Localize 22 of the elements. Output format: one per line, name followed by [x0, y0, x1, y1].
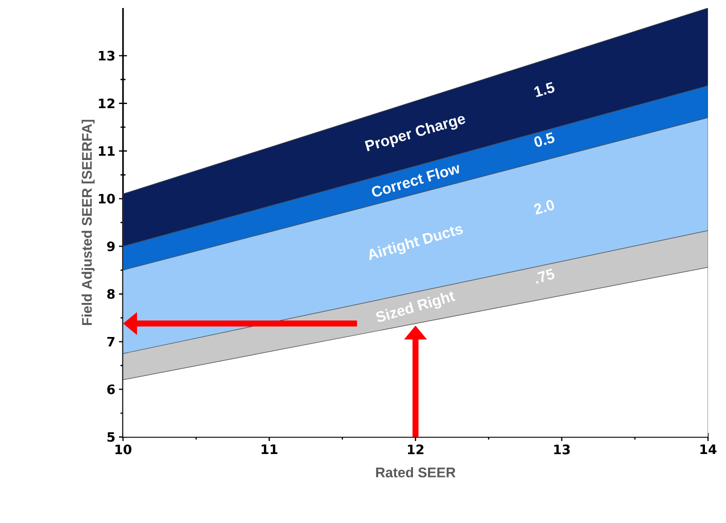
- annotation: 0.5: [534, 132, 554, 147]
- y-tick-label: 10: [98, 194, 115, 204]
- annotation: 1.5: [534, 82, 554, 98]
- y-axis-title: Field Adjusted SEER [SEERFA]: [82, 120, 95, 326]
- x-tick-label: 10: [115, 444, 132, 454]
- y-tick-label: 7: [107, 336, 114, 346]
- series-label: Correct Flow: [372, 164, 459, 197]
- y-tick-label: 9: [107, 241, 115, 252]
- x-tick-label: 11: [262, 444, 278, 454]
- x-axis-title: Rated SEER: [376, 467, 456, 478]
- series-label: Proper Charge: [364, 116, 466, 152]
- series-label: Airtight Ducts: [369, 226, 463, 260]
- x-tick-label: 14: [700, 444, 716, 454]
- y-tick-label: 13: [98, 50, 114, 61]
- y-tick-label: 6: [107, 384, 115, 394]
- y-tick-label: 12: [98, 98, 114, 108]
- x-tick-label: 12: [408, 444, 424, 454]
- y-tick-label: 5: [107, 432, 115, 442]
- y-tick-label: 8: [107, 289, 115, 299]
- x-tick-label: 13: [554, 444, 570, 454]
- y-tick-label: 11: [98, 146, 115, 156]
- annotation: 2.0: [534, 200, 554, 215]
